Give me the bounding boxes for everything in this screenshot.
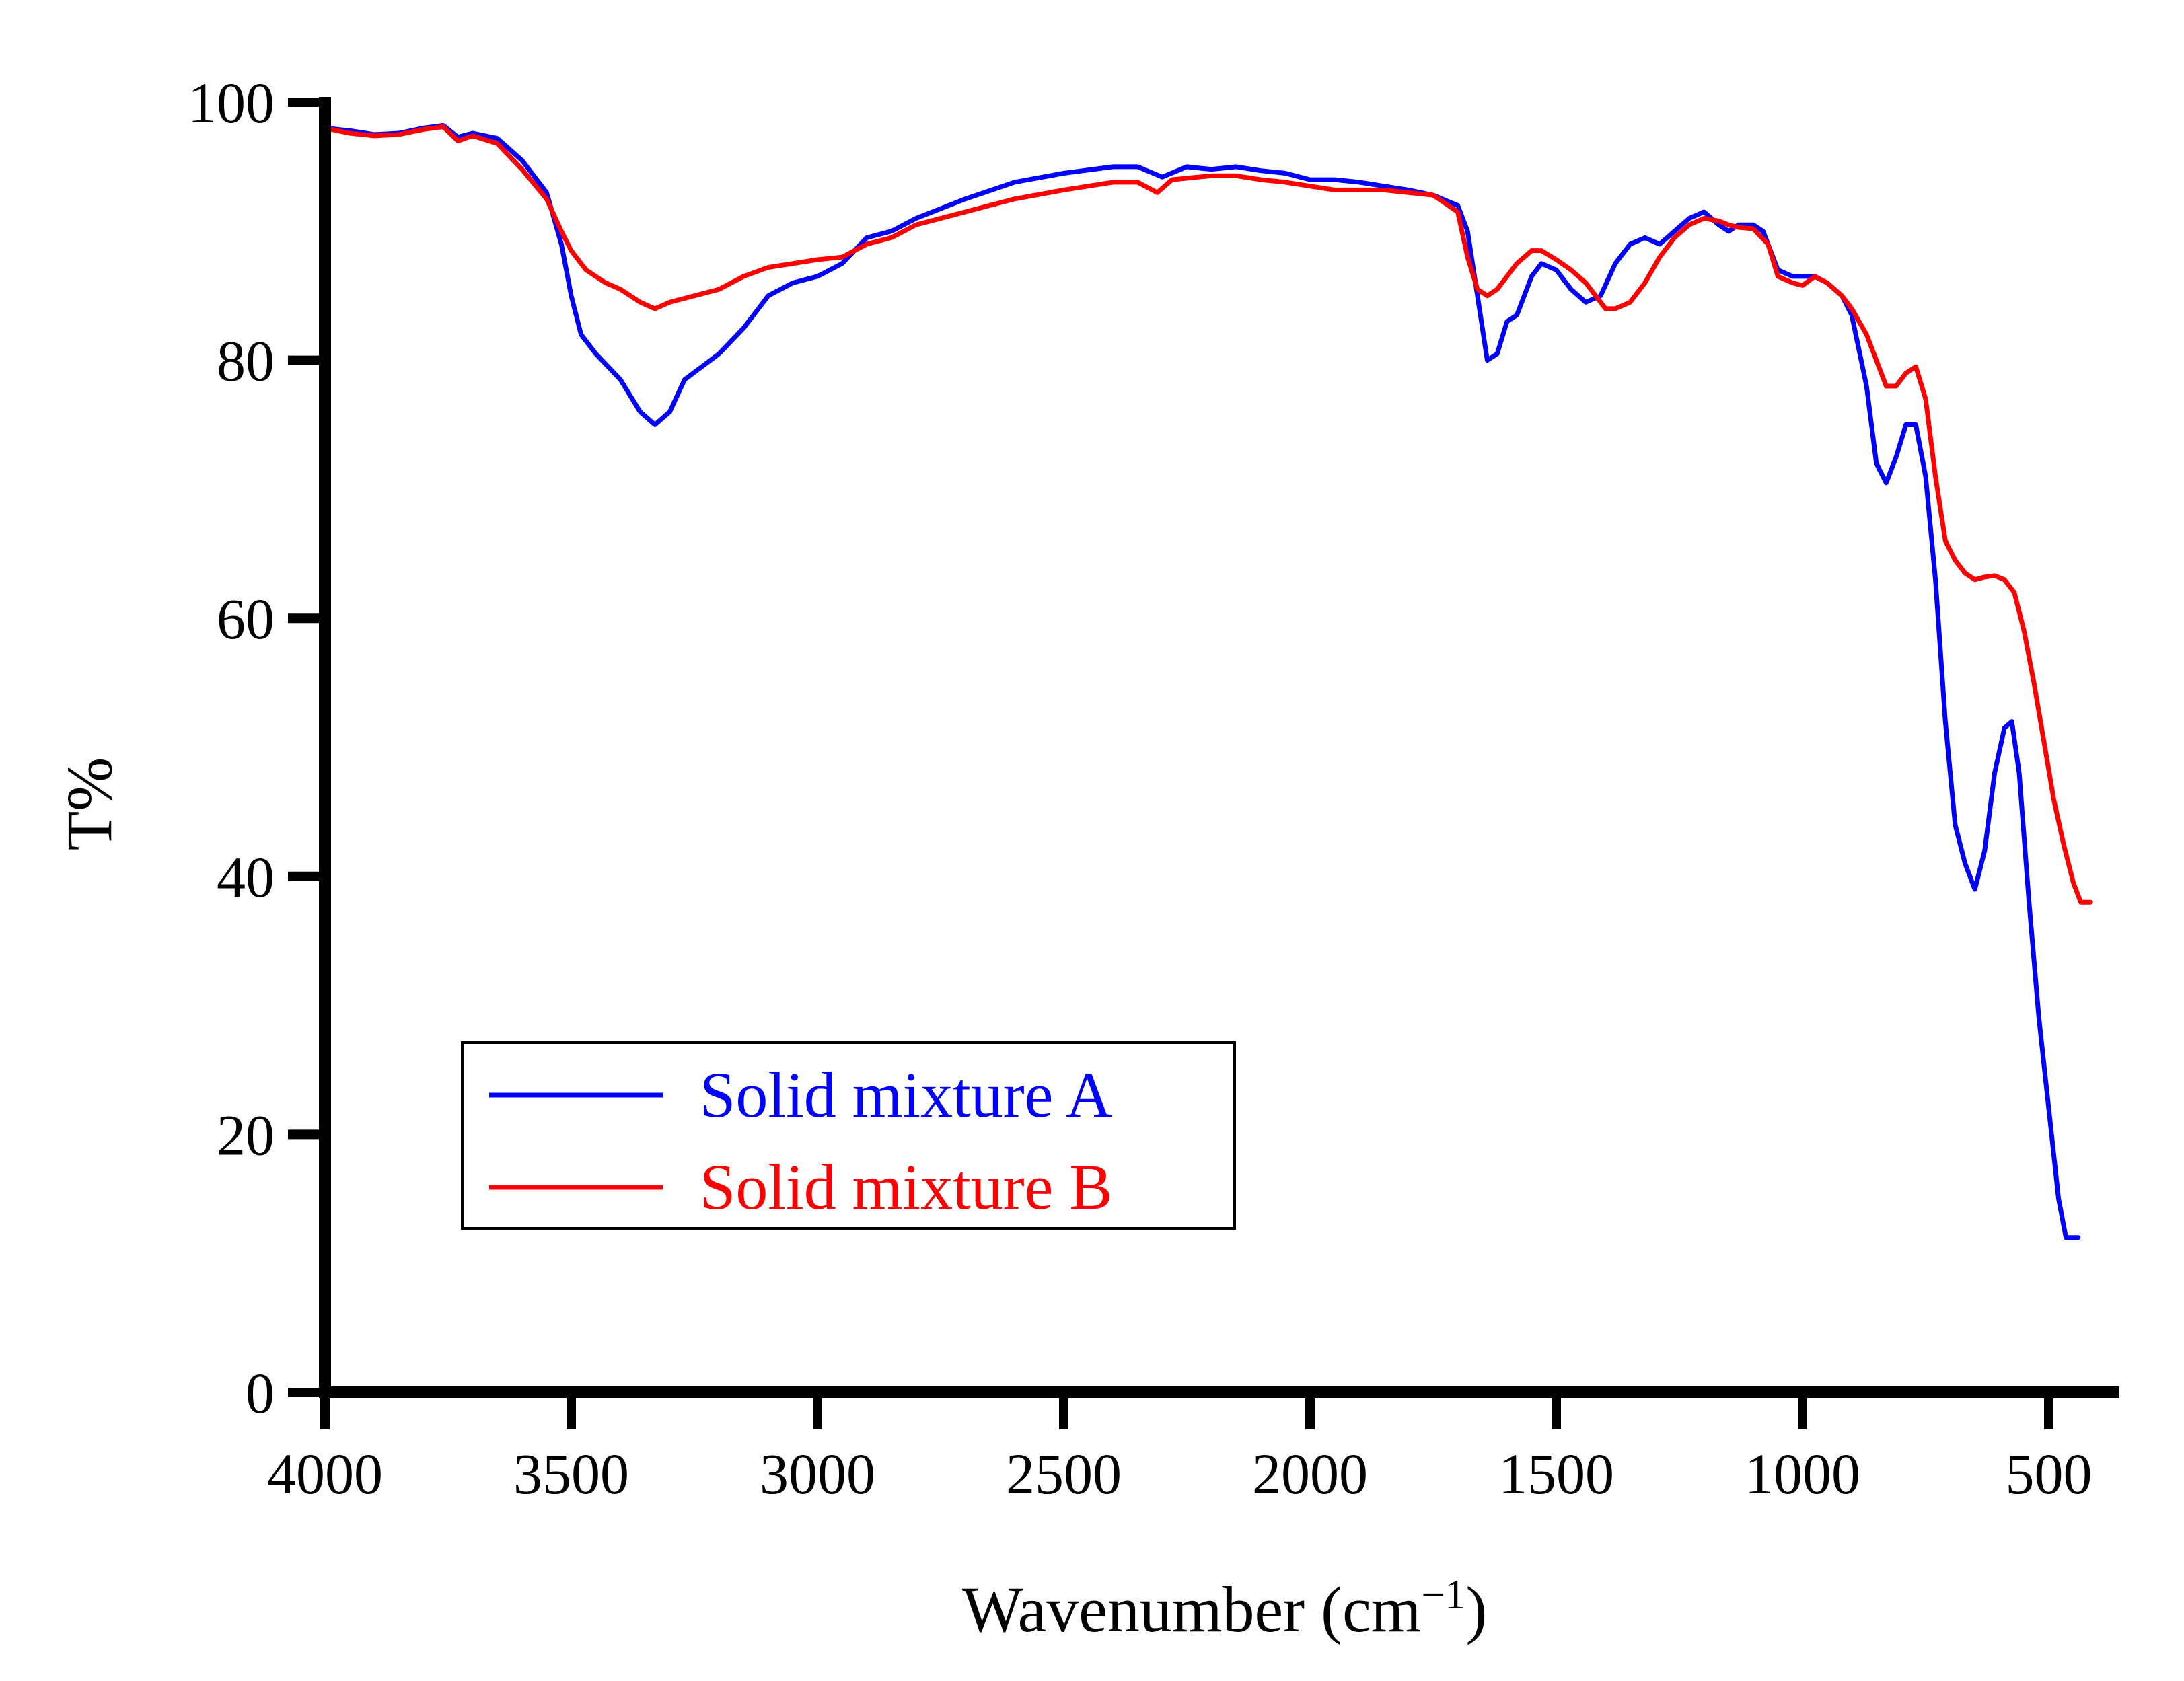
y-axis-ticks: 0 20 40 60 80 100 (188, 71, 325, 1425)
x-tick-label-500: 500 (2006, 1442, 2092, 1506)
x-tick-label-1000: 1000 (1745, 1442, 1860, 1506)
x-axis-label-main: Wavenumber (cm (962, 1573, 1422, 1645)
legend-box (461, 1041, 1236, 1230)
y-tick-label-100: 100 (188, 71, 275, 135)
legend: Solid mixture A Solid mixture B (461, 1041, 1236, 1230)
y-tick-label-60: 60 (217, 587, 275, 651)
x-tick-label-1500: 1500 (1498, 1442, 1614, 1506)
y-tick-label-0: 0 (246, 1361, 275, 1425)
legend-label-solid-mixture-a: Solid mixture A (700, 1059, 1112, 1131)
x-axis-ticks: 4000 3500 3000 2500 2000 1500 1000 500 (267, 1392, 2092, 1506)
axes-layer (319, 97, 2119, 1398)
series-layer (322, 123, 2093, 1240)
legend-label-solid-mixture-b: Solid mixture B (700, 1151, 1112, 1223)
y-tick-label-40: 40 (217, 845, 275, 909)
y-axis-label: T% (53, 757, 125, 851)
series-line-solid-mixture-b (322, 124, 2093, 905)
series-line-solid-mixture-a (322, 123, 2081, 1240)
x-tick-label-2500: 2500 (1006, 1442, 1122, 1506)
x-tick-label-3500: 3500 (513, 1442, 629, 1506)
x-tick-label-2000: 2000 (1252, 1442, 1368, 1506)
x-axis-label: Wavenumber (cm−1) (962, 1572, 1488, 1645)
x-tick-label-3000: 3000 (760, 1442, 875, 1506)
y-tick-label-20: 20 (217, 1103, 275, 1167)
y-tick-label-80: 80 (217, 329, 275, 394)
x-tick-label-4000: 4000 (267, 1442, 383, 1506)
x-axis-label-superscript: −1 (1421, 1572, 1465, 1618)
x-axis-label-close: ) (1465, 1573, 1487, 1645)
